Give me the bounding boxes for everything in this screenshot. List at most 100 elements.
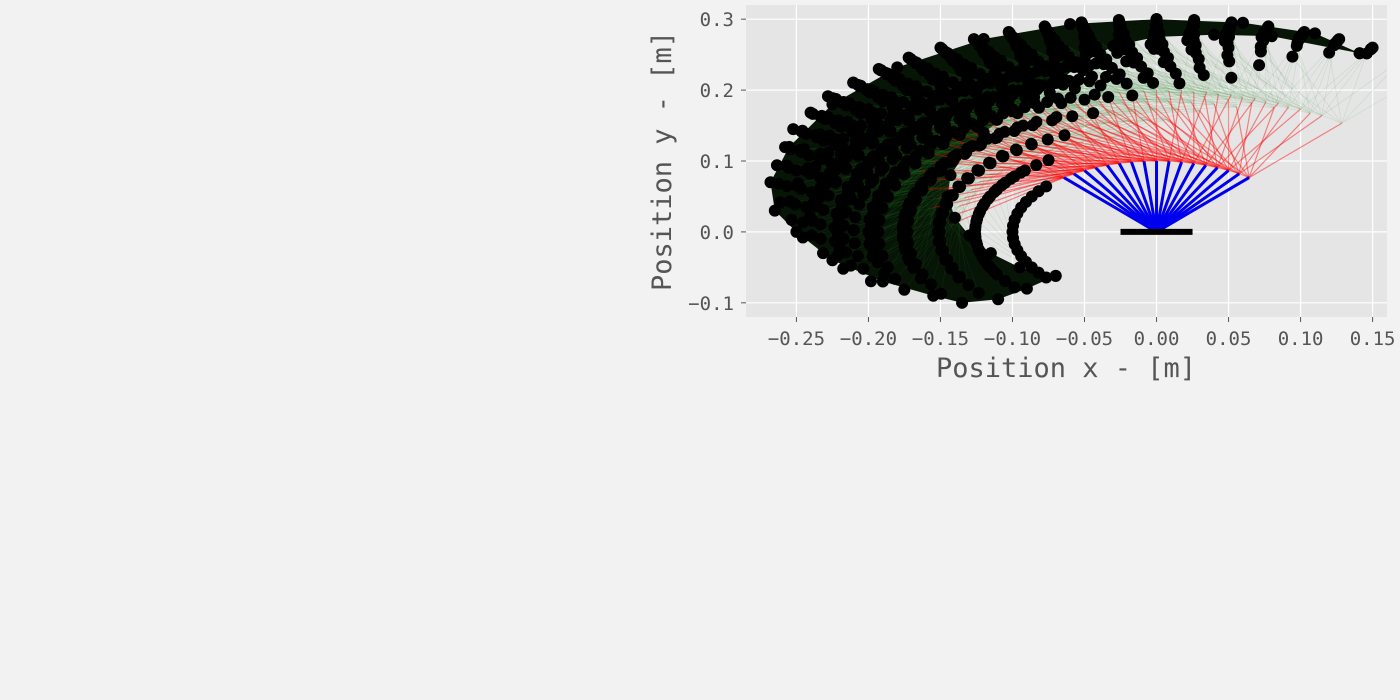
endpoint-marker — [953, 112, 966, 125]
segment-2-line — [1248, 112, 1311, 179]
endpoint-marker — [1087, 107, 1100, 120]
segment-3-line — [1224, 40, 1275, 108]
endpoint-marker — [934, 216, 947, 229]
segment-2-line — [1131, 95, 1183, 163]
segment-2-line — [1156, 94, 1195, 164]
segment-2-line — [1248, 107, 1275, 178]
endpoint-marker — [946, 155, 959, 167]
endpoint-marker — [900, 141, 913, 154]
endpoint-marker — [1026, 119, 1039, 132]
x-tick-label: 0.00 — [1134, 328, 1180, 350]
endpoint-marker — [937, 137, 950, 150]
endpoint-marker — [1102, 91, 1115, 104]
endpoint-marker — [935, 164, 948, 177]
endpoint-markers — [764, 13, 1400, 309]
segment-3-line — [1083, 61, 1167, 120]
segment-2-line — [1057, 98, 1108, 166]
endpoint-marker — [1038, 20, 1051, 33]
segment-2-line — [1235, 106, 1250, 178]
segment-2-line — [1216, 102, 1279, 169]
endpoint-marker — [1049, 269, 1062, 282]
segment-3-line — [1048, 119, 1167, 161]
endpoint-marker — [770, 159, 783, 172]
segment-2-line — [922, 176, 1064, 191]
endpoint-marker — [901, 225, 914, 238]
segment-3-line — [968, 137, 1087, 179]
endpoint-marker — [996, 150, 1009, 163]
endpoint-marker — [916, 131, 929, 144]
segment-2-line — [1143, 91, 1170, 162]
segment-1-line — [1155, 161, 1171, 233]
endpoint-marker — [847, 224, 860, 237]
segment-3-line — [942, 181, 981, 251]
segment-3-line — [1193, 26, 1232, 96]
segment-3-line — [1170, 66, 1289, 108]
segment-2-line — [1094, 94, 1145, 162]
segment-1-line — [1155, 161, 1183, 233]
endpoint-marker — [902, 114, 915, 127]
endpoint-marker — [834, 147, 847, 160]
endpoint-marker — [965, 61, 978, 74]
segment-1-line — [1106, 164, 1158, 233]
segment-3-line — [1195, 44, 1279, 104]
endpoint-marker — [1397, 53, 1400, 65]
endpoint-marker — [848, 237, 861, 250]
segment-2-line — [1054, 144, 1194, 165]
endpoint-marker — [936, 107, 949, 120]
endpoint-marker — [889, 272, 902, 285]
endpoint-marker — [1107, 40, 1120, 53]
endpoint-marker — [1123, 38, 1136, 51]
segment-3-line — [1203, 74, 1322, 117]
endpoint-marker — [866, 137, 879, 150]
endpoint-marker — [974, 138, 987, 151]
segment-2-line — [1180, 92, 1208, 163]
endpoint-marker — [946, 76, 959, 89]
endpoint-marker — [893, 73, 906, 86]
segment-3-line — [1045, 131, 1139, 187]
endpoint-marker — [1286, 50, 1299, 63]
endpoint-marker — [822, 146, 835, 159]
segment-3-line — [845, 197, 939, 253]
segment-3-line — [1179, 82, 1311, 114]
segment-3-line — [920, 207, 934, 279]
segment-3-line — [843, 179, 954, 226]
endpoint-marker — [1100, 53, 1113, 66]
endpoint-marker — [945, 94, 958, 107]
segment-2-line — [1013, 130, 1145, 162]
segment-3-line — [1263, 37, 1289, 108]
endpoint-marker — [941, 253, 954, 266]
segment-2-line — [1121, 101, 1195, 164]
endpoint-marker — [844, 192, 857, 205]
endpoint-marker — [1028, 91, 1041, 104]
segment-2-line — [1248, 122, 1343, 179]
segment-3-line — [883, 134, 977, 190]
endpoint-marker — [927, 289, 940, 302]
y-tick-label: 0.1 — [700, 151, 734, 173]
segment-1-lines — [1063, 161, 1250, 234]
segment-2-line — [1033, 136, 1170, 162]
segment-3-line — [1228, 61, 1322, 117]
endpoint-marker — [1049, 77, 1062, 89]
endpoint-marker — [1192, 52, 1205, 65]
segment-3-line — [953, 223, 979, 294]
endpoint-marker — [934, 235, 947, 248]
endpoint-marker — [1208, 28, 1221, 41]
segment-1-line — [1094, 166, 1158, 233]
segment-3-line — [892, 127, 995, 179]
segment-3-line — [1199, 67, 1311, 114]
segment-2-line — [1199, 110, 1250, 178]
endpoint-marker — [1225, 16, 1238, 29]
endpoint-marker — [1265, 30, 1278, 43]
segment-2-line — [1204, 96, 1218, 168]
segment-3-line — [903, 121, 1014, 168]
endpoint-marker — [826, 254, 839, 267]
endpoint-marker — [1222, 41, 1235, 54]
y-tick-label: −0.1 — [688, 293, 734, 315]
endpoint-marker — [952, 271, 965, 284]
endpoint-marker — [972, 164, 985, 177]
endpoint-marker — [851, 250, 864, 263]
endpoint-marker — [1057, 43, 1070, 56]
endpoint-marker — [883, 125, 896, 138]
endpoint-marker — [851, 179, 864, 192]
endpoint-marker — [1126, 89, 1139, 102]
